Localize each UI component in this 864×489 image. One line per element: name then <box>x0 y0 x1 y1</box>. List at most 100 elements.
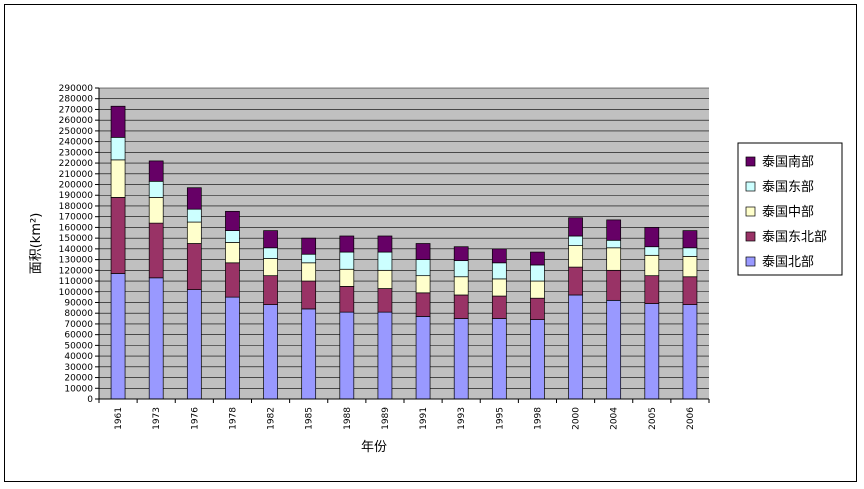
y-axis-ticks: 0100002000030000400005000060000700008000… <box>59 84 99 405</box>
y-tick-label: 170000 <box>59 213 94 223</box>
y-tick-label: 70000 <box>64 320 93 330</box>
bar-segment <box>453 294 469 319</box>
y-tick-label: 100000 <box>59 288 94 298</box>
bar-segment <box>415 292 431 317</box>
y-tick-label: 40000 <box>64 352 93 362</box>
x-axis-ticks: 1961 1973 1976 1978 1982 1985 1988 1989 1991 1993… <box>98 399 710 430</box>
x-tick-label: 1991 <box>419 407 429 430</box>
bar-segment <box>453 318 469 400</box>
y-tick-label: 20000 <box>64 374 93 384</box>
x-tick-label: 1961 <box>114 407 124 430</box>
bar-segment <box>263 275 278 305</box>
bar-segment <box>225 262 240 298</box>
x-tick-label: 1985 <box>305 407 315 430</box>
x-tick-label: 1998 <box>533 407 543 430</box>
bar-segment <box>644 275 660 304</box>
y-tick-label: 130000 <box>59 256 94 266</box>
bar-segment <box>530 297 545 320</box>
bar-segment <box>415 259 431 277</box>
bar-segment <box>148 180 164 198</box>
bar-segment <box>225 210 240 231</box>
bar-segment <box>377 235 393 253</box>
legend-label: 泰国东部 <box>762 180 814 195</box>
bars <box>110 105 698 400</box>
bar-segment <box>148 197 164 224</box>
bar-segment <box>606 239 622 249</box>
y-tick-label: 30000 <box>64 363 93 373</box>
x-tick-label: 1978 <box>228 407 238 430</box>
bar-segment <box>339 268 355 287</box>
legend-swatch <box>745 256 756 267</box>
y-tick-label: 280000 <box>59 95 94 105</box>
bar-segment <box>568 294 583 400</box>
bar-segment <box>110 105 126 138</box>
bar-segment <box>644 303 660 400</box>
bar-segment <box>415 275 431 294</box>
bar-segment <box>491 295 507 319</box>
y-tick-label: 190000 <box>59 191 94 201</box>
bar-segment <box>568 245 583 268</box>
y-tick-label: 120000 <box>59 266 94 276</box>
bar-segment <box>377 269 393 289</box>
legend-swatch <box>745 156 756 167</box>
x-tick-label: 2005 <box>648 407 658 430</box>
x-tick-label: 1993 <box>457 407 467 430</box>
bar-segment <box>644 254 660 277</box>
bar-segment <box>682 304 698 400</box>
bar-segment <box>301 280 317 310</box>
bar-segment <box>491 318 507 400</box>
bar-segment <box>225 230 240 243</box>
bar-segment <box>491 262 507 280</box>
y-tick-label: 90000 <box>64 298 93 308</box>
bar-segment <box>148 277 164 400</box>
bar-segment <box>225 242 240 264</box>
bar-segment <box>263 230 278 249</box>
y-tick-label: 270000 <box>59 105 94 115</box>
x-tick-label: 1976 <box>190 407 200 430</box>
bar-segment <box>263 304 278 400</box>
bar-segment <box>377 311 393 400</box>
bar-segment <box>491 278 507 297</box>
bar-segment <box>530 251 545 266</box>
x-tick-label: 1988 <box>343 407 353 430</box>
bar-segment <box>644 227 660 248</box>
bar-segment <box>682 276 698 305</box>
bar-segment <box>339 235 355 253</box>
bar-segment <box>301 308 317 400</box>
bar-segment <box>110 197 126 274</box>
legend-label: 泰国北部 <box>762 255 814 270</box>
bar-segment <box>110 136 126 161</box>
x-tick-label: 2004 <box>610 407 620 430</box>
bar-segment <box>301 237 317 255</box>
x-tick-label: 1995 <box>495 407 505 430</box>
x-tick-label: 1982 <box>267 407 277 430</box>
bar-segment <box>606 269 622 301</box>
y-tick-label: 180000 <box>59 202 94 212</box>
legend-swatch <box>745 181 756 192</box>
y-tick-label: 140000 <box>59 245 94 255</box>
bar-segment <box>530 264 545 282</box>
y-tick-label: 240000 <box>59 138 94 148</box>
x-tick-label: 2006 <box>686 407 696 430</box>
bar-segment <box>148 160 164 182</box>
bar-segment <box>263 258 278 277</box>
bar-segment <box>453 246 469 262</box>
y-tick-label: 60000 <box>64 331 93 341</box>
y-tick-label: 210000 <box>59 170 94 180</box>
bar-segment <box>530 319 545 400</box>
x-axis-title: 年份 <box>361 440 387 455</box>
legend-label: 泰国中部 <box>762 205 814 220</box>
bar-segment <box>186 221 202 244</box>
y-tick-label: 0 <box>87 395 93 405</box>
x-tick-label: 1973 <box>152 407 162 430</box>
x-tick-label: 1989 <box>381 407 391 430</box>
bar-segment <box>415 316 431 400</box>
bar-segment <box>263 247 278 259</box>
bar-segment <box>682 256 698 278</box>
y-tick-label: 220000 <box>59 159 94 169</box>
bar-segment <box>606 247 622 271</box>
y-tick-label: 10000 <box>64 384 93 394</box>
y-tick-label: 110000 <box>59 277 94 287</box>
